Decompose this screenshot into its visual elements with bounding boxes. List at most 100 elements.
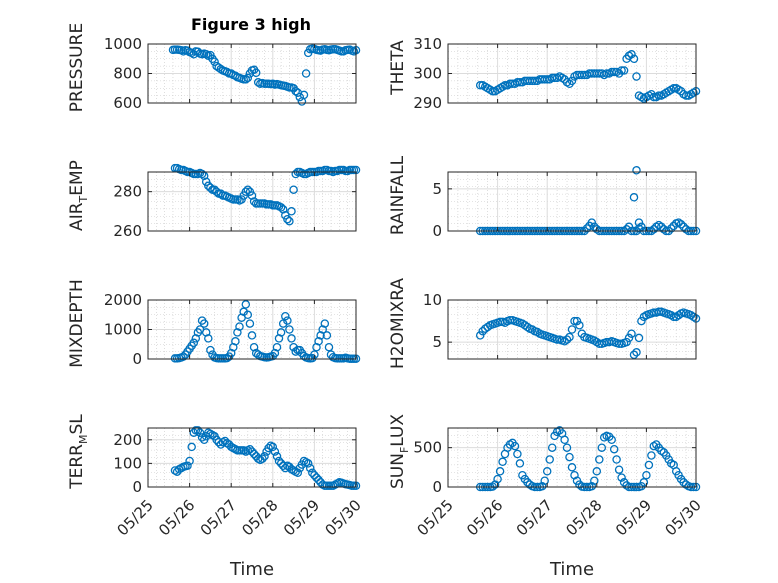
data-point (251, 68, 261, 78)
data-point (545, 455, 554, 464)
data-point (609, 444, 619, 454)
data-point (547, 443, 557, 452)
data-point (199, 319, 209, 328)
data-point (542, 467, 552, 476)
data-point (540, 476, 549, 485)
y-axis-label: H2OMIXRA (388, 278, 408, 369)
data-point (560, 435, 569, 445)
data-point (241, 187, 251, 196)
data-point (206, 183, 215, 192)
data-point (552, 335, 562, 344)
data-point (179, 352, 188, 361)
data-point (632, 348, 641, 357)
y-tick-label: 290 (413, 94, 442, 112)
data-point (268, 442, 278, 452)
data-point (632, 72, 641, 81)
ylabel-part: SUN (388, 453, 408, 489)
data-point (245, 319, 255, 328)
data-point (629, 350, 639, 360)
data-point (634, 224, 644, 233)
axes-box (447, 299, 697, 360)
data-point (195, 428, 205, 437)
data-point (243, 185, 253, 194)
data-point (647, 451, 656, 460)
data-point (567, 76, 577, 86)
y-axis-label: PRESSURE (67, 23, 87, 112)
data-point (206, 345, 215, 355)
data-point (283, 316, 292, 325)
x-axis-label: Time (229, 559, 274, 580)
data-point (183, 46, 192, 55)
data-point (590, 222, 599, 232)
data-point (624, 333, 634, 343)
y-tick-label: 1000 (104, 35, 142, 53)
data-point (193, 426, 203, 435)
data-point (619, 66, 629, 75)
y-tick-label: 2000 (104, 291, 142, 309)
data-point (627, 329, 636, 338)
data-point (281, 463, 290, 473)
data-point (324, 342, 334, 352)
data-point (562, 335, 572, 344)
y-axis-label: THETA (388, 40, 408, 96)
y-tick-label: 500 (413, 439, 442, 457)
data-point (260, 452, 269, 461)
data-point (276, 203, 286, 212)
subplot-rainfall: 0 5 RAINFALL (388, 155, 701, 240)
data-point (303, 459, 313, 468)
ylabel-subscript: T (77, 195, 90, 203)
data-point (624, 222, 634, 232)
data-point (289, 185, 298, 194)
data-point (634, 333, 644, 343)
data-point (567, 325, 577, 334)
ylabel-part: SL (67, 414, 87, 435)
data-point (214, 63, 223, 72)
y-tick-label: 200 (113, 431, 142, 449)
data-point (295, 92, 305, 102)
data-point (632, 166, 641, 175)
y-tick-label: 800 (113, 65, 142, 83)
data-point (293, 468, 303, 478)
data-point (614, 465, 624, 474)
y-axis-label: SUNFLUX (388, 414, 411, 489)
ylabel-part: TERR (67, 444, 87, 490)
y-tick-label: 0 (432, 222, 442, 240)
data-point (644, 460, 654, 470)
data-point (654, 91, 664, 100)
data-point (612, 455, 621, 464)
data-point (639, 478, 649, 487)
data-point (214, 437, 223, 447)
data-point (565, 332, 574, 342)
data-point (204, 334, 213, 343)
axes-box (147, 171, 357, 232)
data-point (634, 218, 644, 227)
data-point (637, 316, 646, 326)
data-point (679, 222, 688, 232)
data-point (595, 455, 604, 464)
data-point (637, 222, 646, 232)
ylabel-part: EMP (67, 160, 87, 196)
data-point (247, 191, 257, 200)
data-point (305, 463, 315, 473)
data-point (278, 205, 288, 214)
data-point (310, 470, 319, 480)
data-point (283, 214, 292, 224)
data-point (495, 467, 505, 476)
data-point (272, 452, 282, 461)
ylabel-subscript: M (77, 435, 90, 445)
data-point (676, 220, 686, 229)
data-point (233, 328, 242, 337)
data-point (629, 54, 639, 64)
data-point (243, 310, 253, 320)
y-tick-label: 0 (132, 478, 142, 496)
data-point (249, 342, 259, 352)
data-point (187, 48, 196, 58)
data-point (513, 449, 522, 459)
ylabel-part: LUX (388, 414, 408, 447)
data-point (322, 331, 332, 340)
data-point (247, 447, 257, 456)
axes-box (447, 171, 697, 232)
data-point (197, 433, 207, 442)
data-point (276, 328, 286, 337)
data-point (575, 321, 584, 330)
